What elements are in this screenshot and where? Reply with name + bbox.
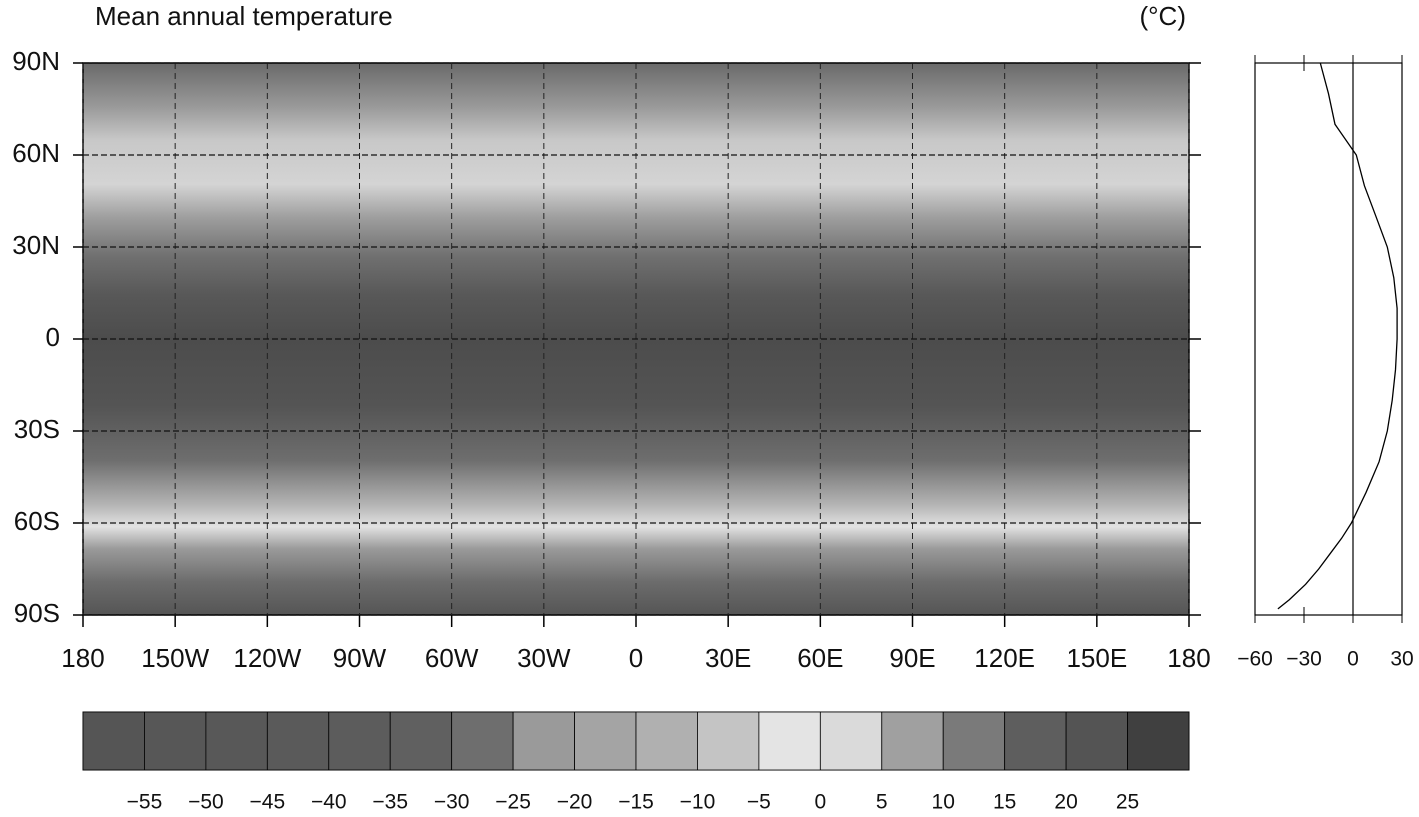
colorbar-box (82, 711, 145, 771)
x-tick-label: −30 (1286, 648, 1322, 671)
colorbar-label: −35 (372, 791, 408, 814)
colorbar-label: −20 (557, 791, 593, 814)
colorbar-box (1065, 711, 1128, 771)
colorbar-label: −15 (618, 791, 654, 814)
lon-tick-label: 180 (61, 643, 104, 673)
colorbar-label: 25 (1116, 791, 1139, 814)
lat-tick-label: 30N (12, 230, 60, 260)
colorbar-label: −10 (680, 791, 716, 814)
colorbar-label: 15 (993, 791, 1016, 814)
lon-tick-label: 90E (889, 643, 935, 673)
colorbar-label: −25 (495, 791, 531, 814)
colorbar-box (942, 711, 1006, 771)
colorbar-box (1004, 711, 1067, 771)
colorbar-box (635, 711, 698, 771)
lon-tick-label: 90W (333, 643, 387, 673)
colorbar-label: −40 (311, 791, 347, 814)
lat-tick-label: 30S (14, 414, 60, 444)
colorbar-box (205, 711, 268, 771)
profile-frame (1254, 62, 1403, 616)
colorbar-box (389, 711, 453, 771)
colorbar-box (819, 711, 883, 771)
colorbar-label: −30 (434, 791, 470, 814)
lon-tick-label: 60E (797, 643, 843, 673)
lon-tick-label: 30W (517, 643, 571, 673)
lon-tick-label: 60W (425, 643, 479, 673)
x-tick-label: 0 (1347, 648, 1359, 671)
lat-tick-label: 0 (46, 322, 60, 352)
colorbar-label: −55 (127, 791, 163, 814)
zonal-mean-line (1277, 62, 1398, 610)
lon-tick-label: 150W (141, 643, 209, 673)
lon-tick-label: 120E (974, 643, 1035, 673)
lon-tick-label: 30E (705, 643, 751, 673)
colorbar-box (328, 711, 391, 771)
x-tick-label: −60 (1237, 648, 1273, 671)
colorbar-label: −45 (250, 791, 286, 814)
colorbar-label: 5 (876, 791, 888, 814)
lat-tick-label: 90S (14, 598, 60, 628)
colorbar-box (512, 711, 575, 771)
lon-tick-label: 150E (1066, 643, 1127, 673)
x-tick-label: 30 (1390, 648, 1413, 671)
lon-tick-label: 120W (233, 643, 301, 673)
colorbar-label: 0 (814, 791, 826, 814)
colorbar-box (1127, 711, 1190, 771)
colorbar-label: −5 (747, 791, 771, 814)
colorbar-box (881, 711, 944, 771)
lat-tick-label: 90N (12, 46, 60, 76)
colorbar-box (574, 711, 637, 771)
colorbar-label: −50 (188, 791, 224, 814)
lon-tick-label: 0 (629, 643, 643, 673)
unit: (°C) (1140, 1, 1187, 31)
colorbar-label: 10 (932, 791, 955, 814)
colorbar-label: 20 (1054, 791, 1077, 814)
colorbar-box (144, 711, 207, 771)
lat-tick-label: 60S (14, 506, 60, 536)
title: Mean annual temperature (95, 1, 393, 31)
lat-tick-label: 60N (12, 138, 60, 168)
colorbar-box (697, 711, 760, 771)
lon-tick-label: 180 (1167, 643, 1210, 673)
colorbar-box (266, 711, 330, 771)
colorbar-box (451, 711, 514, 771)
colorbar-box (758, 711, 821, 771)
